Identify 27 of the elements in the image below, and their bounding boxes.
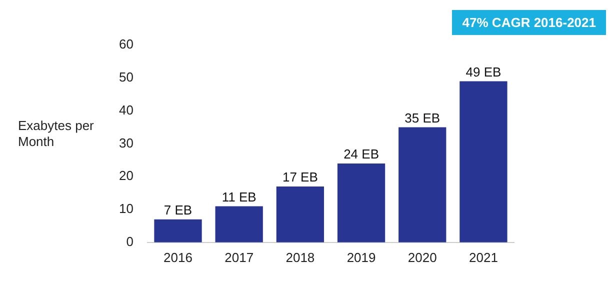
- x-tick-label: 2018: [286, 250, 315, 265]
- x-tick-label: 2020: [408, 250, 437, 265]
- data-label: 49 EB: [466, 64, 502, 80]
- bar: [276, 186, 324, 242]
- data-label: 7 EB: [164, 202, 192, 218]
- text: 47% CAGR 2016-2021: [452, 10, 606, 35]
- bar: [215, 206, 263, 242]
- x-tick-label: 2016: [164, 250, 192, 265]
- y-tick-label: 40: [118, 102, 134, 118]
- y-tick-label: 20: [118, 168, 134, 184]
- bar: [337, 163, 386, 242]
- y-tick-label: 30: [118, 135, 134, 150]
- x-tick-label: 2019: [346, 250, 376, 265]
- x-tick-label: 2021: [468, 250, 498, 265]
- bar: [154, 219, 202, 242]
- data-label: 24 EB: [344, 146, 379, 162]
- y-tick-label: 0: [126, 234, 134, 249]
- data-label: 17 EB: [282, 170, 318, 185]
- data-label: 11 EB: [222, 189, 256, 204]
- y-tick-label: 10: [118, 201, 134, 216]
- y-axis-title: Exabytes per Month: [18, 118, 95, 150]
- data-label: 35 EB: [404, 110, 440, 126]
- y-tick-label: 60: [118, 36, 134, 52]
- bar: [398, 127, 446, 242]
- y-tick-label: 50: [118, 69, 134, 84]
- bar: [460, 81, 508, 242]
- x-tick-label: 2017: [224, 250, 254, 265]
